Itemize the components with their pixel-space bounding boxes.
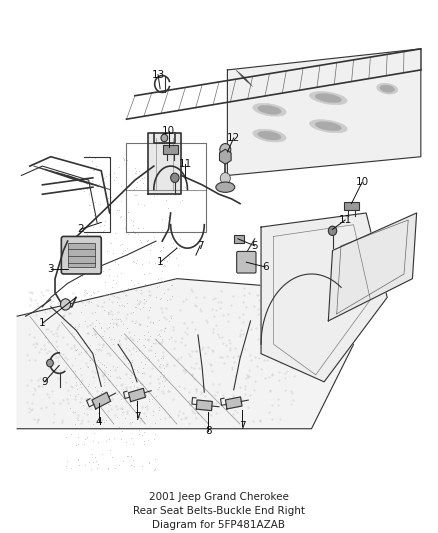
Ellipse shape — [315, 122, 342, 131]
Ellipse shape — [315, 93, 342, 103]
Polygon shape — [328, 213, 417, 321]
Text: 4: 4 — [96, 417, 102, 427]
Text: 10: 10 — [162, 126, 175, 136]
Text: 6: 6 — [262, 262, 268, 272]
Polygon shape — [128, 389, 145, 402]
Polygon shape — [92, 392, 110, 409]
Polygon shape — [226, 397, 242, 409]
Ellipse shape — [310, 92, 347, 104]
Ellipse shape — [258, 106, 281, 114]
Text: 7: 7 — [197, 241, 203, 251]
Ellipse shape — [258, 131, 281, 140]
Circle shape — [60, 299, 71, 310]
Text: 2: 2 — [77, 224, 84, 235]
Bar — [234, 235, 244, 244]
Text: 1: 1 — [157, 257, 163, 267]
Circle shape — [328, 226, 337, 236]
Ellipse shape — [310, 120, 347, 133]
Polygon shape — [196, 400, 212, 410]
Bar — [67, 244, 95, 267]
Text: 8: 8 — [205, 426, 212, 436]
Text: 10: 10 — [355, 177, 368, 188]
Text: 2001 Jeep Grand Cherokee
Rear Seat Belts-Buckle End Right
Diagram for 5FP481AZAB: 2001 Jeep Grand Cherokee Rear Seat Belts… — [133, 492, 305, 530]
Polygon shape — [227, 49, 421, 175]
Text: 3: 3 — [47, 264, 54, 274]
Text: 9: 9 — [41, 377, 48, 387]
Ellipse shape — [377, 83, 398, 94]
Bar — [163, 146, 178, 154]
Text: 12: 12 — [227, 133, 240, 143]
Polygon shape — [261, 213, 387, 382]
FancyBboxPatch shape — [237, 252, 256, 273]
FancyBboxPatch shape — [61, 237, 101, 274]
Text: 7: 7 — [134, 412, 140, 422]
Circle shape — [46, 359, 53, 367]
Text: 11: 11 — [179, 159, 192, 169]
Text: 1: 1 — [39, 318, 46, 328]
Text: 7: 7 — [239, 422, 245, 431]
Ellipse shape — [253, 129, 286, 142]
Text: 11: 11 — [339, 215, 352, 225]
Text: 13: 13 — [152, 70, 165, 79]
Circle shape — [220, 143, 231, 156]
Polygon shape — [148, 133, 181, 194]
Polygon shape — [17, 279, 353, 429]
Ellipse shape — [253, 103, 286, 116]
Circle shape — [161, 134, 168, 142]
Bar — [344, 201, 359, 210]
Ellipse shape — [380, 85, 395, 92]
Circle shape — [220, 173, 230, 184]
Text: 5: 5 — [251, 241, 258, 251]
Ellipse shape — [216, 182, 235, 192]
Circle shape — [171, 173, 179, 182]
